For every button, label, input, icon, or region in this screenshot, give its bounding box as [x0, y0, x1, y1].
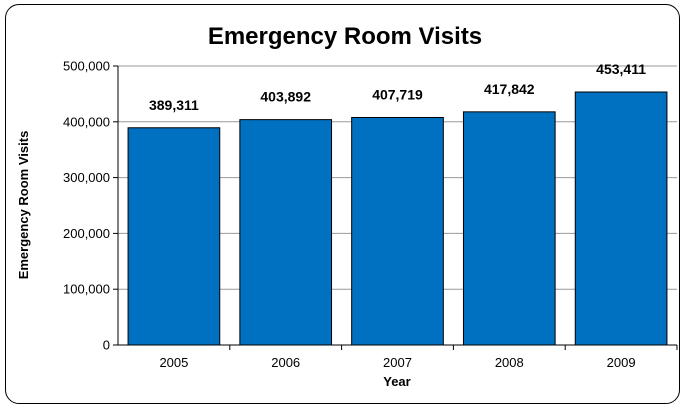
data-label: 407,719 [372, 86, 423, 102]
y-tick-label: 0 [103, 338, 110, 353]
y-tick-label: 300,000 [63, 170, 110, 185]
x-tick-label: 2008 [495, 355, 524, 370]
data-label: 417,842 [484, 81, 535, 97]
x-tick-label: 2007 [383, 355, 412, 370]
y-tick-label: 500,000 [63, 59, 110, 74]
bar [351, 116, 444, 346]
y-axis-label: Emergency Room Visits [16, 131, 31, 280]
y-tick-labels: 0 100,000 200,000 300,000 400,000 500,000 [63, 59, 110, 353]
bar [127, 127, 221, 346]
x-tick-label: 2005 [159, 355, 188, 370]
bar [239, 119, 333, 346]
x-tick-labels: 2005 2006 2007 2008 2009 [159, 355, 635, 370]
x-tick-label: 2006 [271, 355, 300, 370]
x-tick-label: 2009 [607, 355, 636, 370]
chart-title: Emergency Room Visits [208, 23, 482, 50]
data-label: 389,311 [149, 97, 199, 113]
x-axis-label: Year [383, 374, 410, 389]
y-tick-label: 200,000 [63, 226, 110, 241]
bar [462, 111, 556, 346]
bars [127, 91, 668, 346]
data-labels: 389,311 403,892 407,719 417,842 453,411 [149, 61, 646, 113]
axes [113, 65, 678, 350]
y-tick-label: 100,000 [63, 282, 110, 297]
data-label: 453,411 [596, 61, 646, 77]
data-label: 403,892 [260, 89, 311, 105]
y-tick-label: 400,000 [63, 114, 110, 129]
bar [574, 91, 668, 346]
